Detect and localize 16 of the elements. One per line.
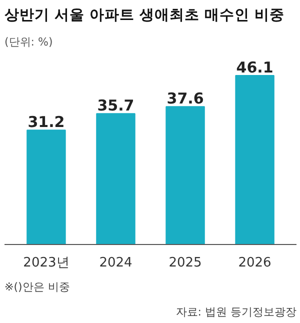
data-label: 31.2 [28,113,65,132]
bar [166,106,205,244]
chart-subtitle: (단위: %) [4,36,53,48]
text: ※()안은 비중 [4,280,70,294]
text: 자료: 법원 등기정보광장 [176,306,297,318]
bar [26,130,66,244]
data-label: 35.7 [97,96,134,115]
x-tick-label: 2024 [99,256,132,270]
x-tick-label: 2025 [168,256,202,270]
data-label: 46.1 [236,58,274,76]
chart-title: 상반기 서울 아파트 생애최초 매수인 비중 [4,8,285,24]
x-tick-label: 2026 [238,256,272,270]
data-label: 37.6 [166,90,204,108]
bar [235,74,274,244]
bar [96,113,136,244]
x-tick-label: 2023년 [23,256,70,270]
